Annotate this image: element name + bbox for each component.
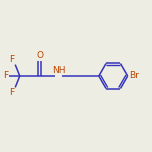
Text: Br: Br xyxy=(129,71,139,81)
Text: F: F xyxy=(9,55,14,64)
Text: O: O xyxy=(36,51,43,60)
Text: NH: NH xyxy=(52,66,65,75)
Text: F: F xyxy=(3,71,8,81)
Text: F: F xyxy=(9,88,14,97)
